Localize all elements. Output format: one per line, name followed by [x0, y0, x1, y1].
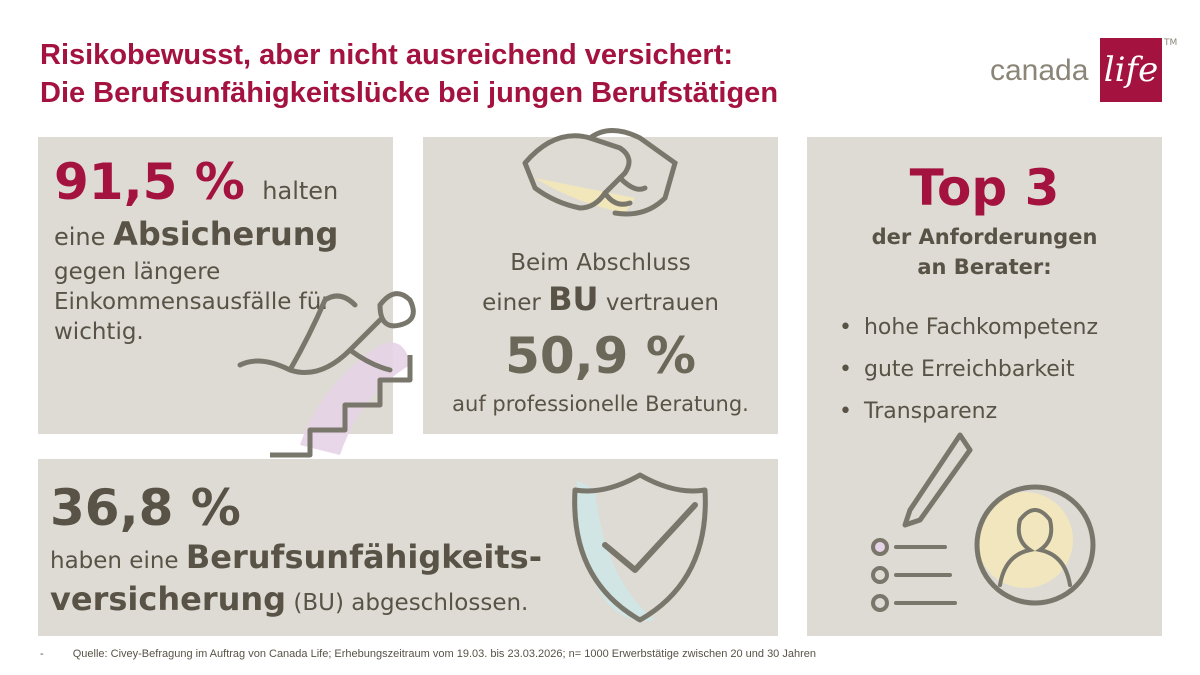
logo-text: canada [990, 54, 1089, 87]
logo-trademark: TM [1164, 38, 1178, 48]
versicherung-bold1: Berufsunfähigkeits- [185, 538, 542, 576]
top3-subtitle-line2: an Berater: [917, 255, 1052, 279]
footer-dash: - [40, 648, 44, 660]
top3-subtitle-line1: der Anforderungen [871, 225, 1098, 249]
beratung-line1: Beim Abschluss [510, 250, 691, 276]
logo-box: life [1100, 38, 1162, 102]
beratung-bold: BU [548, 280, 599, 318]
absicherung-bold: Absicherung [113, 215, 339, 253]
versicherung-bold2: versicherung [50, 580, 287, 618]
canada-life-logo: canada life TM [990, 38, 1180, 104]
beratung-post: vertrauen [605, 290, 719, 316]
top3-subtitle: der Anforderungen an Berater: [807, 222, 1162, 282]
list-item: gute Erreichbarkeit [839, 349, 1098, 391]
versicherung-pre: haben eine [50, 548, 179, 574]
title-line-2: Die Berufsunfähigkeitslücke bei jungen B… [40, 77, 779, 109]
stat-absicherung: 91,5 % halten [54, 153, 338, 220]
checklist-advisor-icon [871, 432, 1096, 612]
list-item: Transparenz [839, 391, 1098, 433]
absicherung-line: eine Absicherung [54, 217, 338, 254]
requirements-list: hohe Fachkompetenz gute Erreichbarkeit T… [839, 307, 1098, 433]
versicherung-line2: haben eine Berufsunfähigkeits- [50, 537, 542, 581]
shield-check-icon [572, 472, 708, 623]
beratung-line3: auf professionelle Beratung. [452, 392, 749, 416]
absicherung-rest: gegen längere Einkommensausfälle für wic… [54, 259, 331, 345]
handshake-icon [522, 128, 678, 217]
top3-title: Top 3 [909, 159, 1060, 217]
percent-absicherung: 91,5 % [54, 153, 245, 211]
percent-beratung: 50,9 % [505, 327, 696, 385]
panel-absicherung: 91,5 % halten eine Absicherung gegen län… [38, 137, 393, 434]
beratung-pre: einer [482, 290, 541, 316]
beratung-line2: einer BU vertrauen [423, 281, 778, 321]
title-line-1: Risikobewusst, aber nicht ausreichend ve… [40, 39, 734, 71]
page-title: Risikobewusst, aber nicht ausreichend ve… [40, 36, 778, 112]
list-item: hohe Fachkompetenz [839, 307, 1098, 349]
lead-text: halten [262, 177, 339, 205]
source-footnote: - Quelle: Civey-Befragung im Auftrag von… [40, 648, 816, 660]
percent-versicherung: 36,8 % [50, 479, 241, 537]
versicherung-post: (BU) abgeschlossen. [293, 590, 529, 616]
footer-source: Quelle: Civey-Befragung im Auftrag von C… [72, 648, 816, 660]
panel-beratung: Beim Abschluss einer BU vertrauen 50,9 %… [423, 137, 778, 434]
falling-person-stairs-icon [237, 291, 416, 458]
absicherung-pre: eine [54, 223, 106, 251]
versicherung-line3: versicherung (BU) abgeschlossen. [50, 579, 528, 623]
